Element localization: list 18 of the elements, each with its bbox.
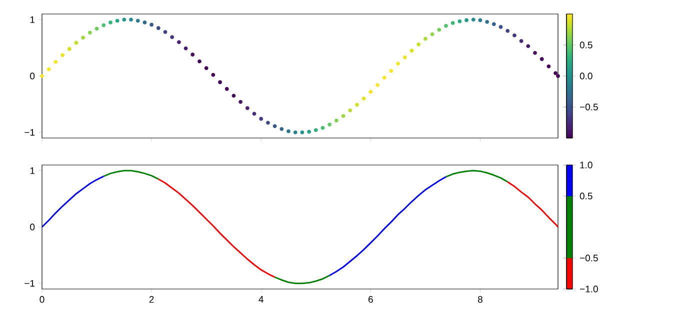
x-tick-label: 2 xyxy=(149,296,154,303)
y-tick-label: 0 xyxy=(30,72,35,80)
color-bar-label: −0.5 xyxy=(580,254,598,262)
y-tick-label: −1 xyxy=(24,280,35,287)
color-bar-label: 1.0 xyxy=(580,162,592,168)
y-tick-label: −1 xyxy=(24,129,35,136)
y-tick-label: 1 xyxy=(30,16,35,23)
x-tick-label: 8 xyxy=(478,296,482,303)
x-tick-label: 4 xyxy=(258,296,264,303)
x-tick-label: 0 xyxy=(40,296,44,303)
color-bar-label: 0.5 xyxy=(580,192,592,200)
color-bar-label: 0.5 xyxy=(580,42,592,48)
color-bar-label: −0.5 xyxy=(580,104,598,110)
y-tick-label: 0 xyxy=(30,224,35,230)
color-bar-label: 0.0 xyxy=(580,72,592,80)
color-bar-label: −1.0 xyxy=(580,286,598,292)
y-tick-label: 1 xyxy=(30,167,35,174)
x-tick-label: 6 xyxy=(368,296,373,303)
